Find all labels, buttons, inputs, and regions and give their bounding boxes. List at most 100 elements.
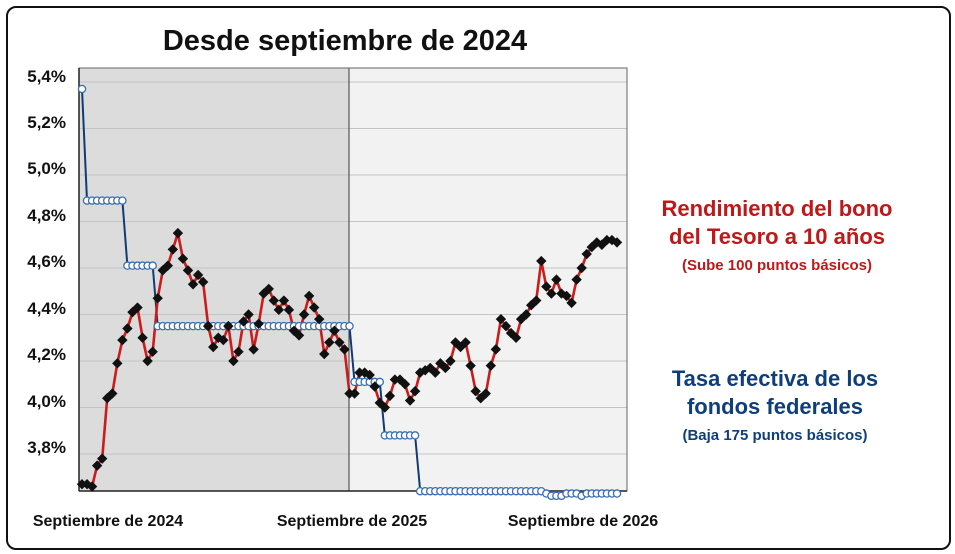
treasury-yield-point [177,253,189,264]
fedfunds-annotation-line: fondos federales [687,394,863,419]
fed-funds-point [410,431,420,440]
fedfunds-annotation-line: Tasa efectiva de los [672,366,878,391]
chart-title: Desde septiembre de 2024 [163,25,527,57]
treasury-yield-point [147,346,158,357]
fed-funds-point [612,489,622,498]
y-tick-labels: 5,4% 5,2% 5,0% 4,8% 4,6% 4,4% 4,2% 4,0% … [27,67,66,457]
y-tick-label: 5,0% [27,159,66,178]
fed-funds-point [77,84,87,94]
treasury-yield-point [112,358,123,369]
treasury-yield-point [308,302,320,313]
treasury-yield-point [445,355,456,367]
treasury-yield-point [546,288,557,299]
treasury-yield-point [167,244,179,255]
treasury-yield-point [520,309,532,320]
treasury-yield-point [581,248,592,260]
treasury-yield-point [379,402,391,413]
grid-lines [79,81,627,455]
treasury-yield-point [96,453,108,464]
treasury-yield-point [278,295,290,306]
treasury-yield-point [495,313,507,325]
y-tick-label: 4,0% [27,392,66,411]
treasury-yield-point [460,337,471,348]
treasury-yield-point [223,320,234,332]
fed-funds-point [375,377,385,387]
treasury-yield-point [248,344,259,355]
treasury-yield-point [404,395,416,406]
treasury-yield-point [142,355,153,367]
treasury-annotation-line: del Tesoro a 10 años [669,224,885,249]
treasury-yield-point [369,381,380,392]
treasury-yield-point [162,260,174,271]
treasury-yield-point [409,386,421,397]
treasury-yield-point [339,344,350,355]
y-tick-label: 5,2% [27,113,66,132]
shaded-region [79,68,349,491]
treasury-yield-point [319,348,330,360]
treasury-yield-point [329,325,340,336]
treasury-annotation-line: Rendimiento del bono [662,196,893,221]
treasury-yield-point [470,386,481,397]
treasury-yield-point [117,334,128,346]
treasury-yield-point [182,265,194,276]
treasury-yield-point [253,318,264,329]
treasury-yield-point [86,481,98,492]
treasury-yield-point [384,390,396,402]
treasury-yield-point [571,274,582,285]
treasury-yield-point [576,262,587,274]
treasury-yield-point [349,388,360,399]
treasury-yield-point [273,304,285,316]
treasury-yield-point [430,367,441,378]
treasury-yield-point [485,360,497,371]
x-tick-label: Septiembre de 2026 [508,513,658,530]
treasury-yield-point [293,330,305,341]
treasury-yield-point [152,293,163,304]
y-tick-label: 4,8% [27,206,66,225]
treasury-yield-point [132,302,143,313]
plot-background [79,68,627,491]
treasury-yield-point [137,332,148,343]
treasury-yield-point [172,227,184,239]
y-tick-label: 4,4% [27,299,66,318]
treasury-yield-point [283,304,295,316]
y-tick-label: 3,8% [27,438,66,457]
treasury-yield-point [102,393,113,404]
treasury-yield-point [536,255,547,267]
treasury-yield-point [263,283,274,295]
y-tick-label: 5,4% [27,67,66,86]
fedfunds-annotation: Tasa efectiva de los fondos federales (B… [672,366,878,444]
treasury-yield-point [440,362,451,374]
treasury-yield-point [187,279,199,290]
treasury-yield-point [303,290,315,302]
treasury-yield-point [91,460,103,471]
treasury-yield-point [233,346,244,357]
treasury-annotation: Rendimiento del bono del Tesoro a 10 año… [662,196,893,274]
treasury-yield-point [561,290,572,302]
treasury-yield-point [606,234,618,246]
y-tick-label: 4,6% [27,252,66,271]
treasury-yield-point [611,237,623,248]
treasury-yield-point [107,388,118,399]
treasury-yield-point [399,379,411,390]
treasury-yield-point [243,309,254,320]
x-tick-label: Septiembre de 2025 [277,513,427,530]
treasury-yield-point [208,341,219,353]
x-tick-labels: Septiembre de 2024 Septiembre de 2025 Se… [33,513,658,530]
fed-funds-point [345,321,354,331]
fed-funds-point [118,196,127,205]
treasury-yield-point [298,309,310,320]
treasury-yield-point [490,344,502,355]
treasury-yield-point [480,388,491,399]
treasury-yield-point [192,269,204,281]
treasury-annotation-sub: (Sube 100 puntos básicos) [682,257,872,274]
treasury-yield-point [218,334,229,346]
fedfunds-annotation-sub: (Baja 175 puntos básicos) [682,427,867,444]
treasury-yield-point [596,239,608,250]
treasury-yield-point [510,332,522,343]
treasury-yield-point [268,295,279,306]
treasury-yield-point [531,295,542,306]
treasury-yield-point [238,316,249,327]
x-tick-label: Septiembre de 2024 [33,513,183,530]
treasury-yield-point [202,320,214,332]
